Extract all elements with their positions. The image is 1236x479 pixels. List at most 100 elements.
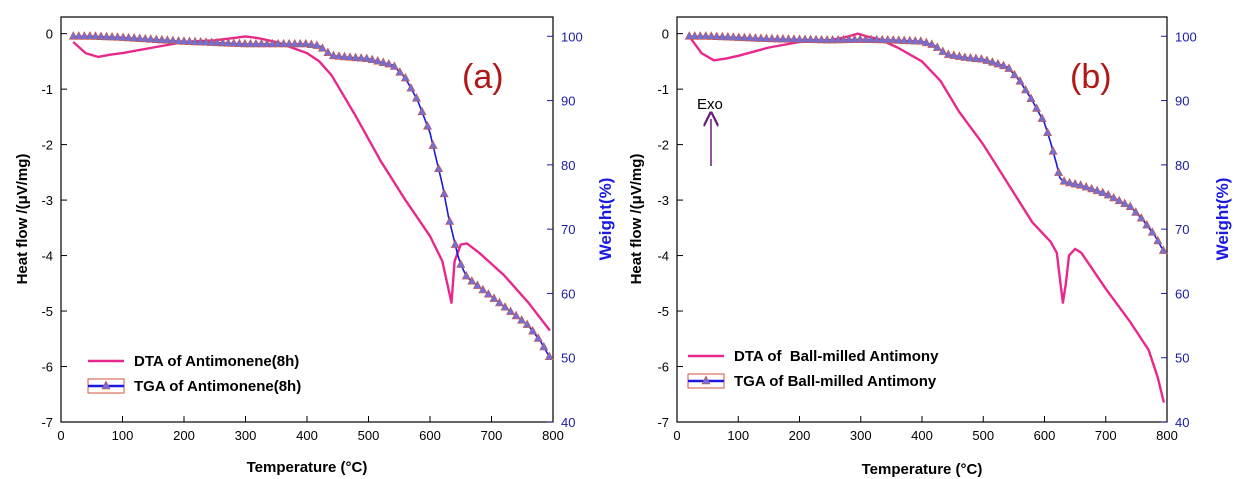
tga-data-point <box>817 34 827 44</box>
x-tick-label: 700 <box>1095 428 1117 443</box>
x-axis-label: Temperature (°C) <box>247 459 368 476</box>
y-axis-label: Heat flow /(μV/mg) <box>14 154 31 285</box>
x-axis-label: Temperature (°C) <box>862 461 983 478</box>
tga-data-point <box>1098 187 1108 197</box>
tga-data-point <box>218 37 228 47</box>
tga-data-point <box>695 31 705 40</box>
x-tick-label: 400 <box>911 428 933 443</box>
x-tick-label: 300 <box>235 428 257 443</box>
tga-data-point <box>528 326 538 335</box>
tga-data-point <box>877 34 887 44</box>
tga-data-point <box>539 341 549 351</box>
tga-data-point <box>378 57 388 66</box>
y2-tick-label: 50 <box>561 351 575 366</box>
tga-data-point <box>1026 93 1036 102</box>
tga-data-point <box>894 35 904 44</box>
tga-data-point <box>1087 183 1097 193</box>
tga-data-point <box>949 50 959 59</box>
y-tick-label: -7 <box>657 415 669 430</box>
tga-data-point <box>317 43 327 52</box>
y-tick-label: -3 <box>657 193 669 208</box>
tga-data-point <box>185 36 195 45</box>
tga-data-point <box>910 36 920 45</box>
tga-data-point <box>1158 245 1168 254</box>
tga-data-point <box>1009 69 1019 79</box>
tga-data-point <box>201 37 211 46</box>
tga-data-point <box>340 51 350 61</box>
tga-data-point <box>328 50 338 60</box>
tga-data-point <box>151 34 161 43</box>
y-tick-label: -6 <box>657 360 669 375</box>
tga-data-point <box>1076 180 1086 189</box>
tga-data-point <box>927 39 937 48</box>
tga-data-point <box>140 33 150 43</box>
tga-data-point <box>234 38 244 48</box>
tga-data-point <box>279 38 289 48</box>
tga-data-point <box>533 333 543 342</box>
tga-data-point <box>750 33 760 42</box>
tga-data-point <box>411 93 421 102</box>
tga-data-point <box>135 33 145 42</box>
x-tick-label: 0 <box>57 428 64 443</box>
y2-tick-label: 50 <box>1175 351 1189 366</box>
tga-data-point <box>351 52 361 62</box>
tga-data-point <box>745 32 755 42</box>
tga-data-point <box>1147 227 1157 236</box>
tga-data-point <box>245 38 255 48</box>
tga-data-point <box>861 34 871 43</box>
tga-data-point <box>987 57 997 66</box>
tga-data-point <box>965 52 975 62</box>
tga-data-point <box>461 270 471 280</box>
tga-data-point <box>162 35 172 44</box>
tga-data-point <box>1015 76 1025 85</box>
tga-data-point <box>872 34 882 44</box>
tga-data-point <box>932 42 942 51</box>
tga-data-point <box>223 38 233 47</box>
tga-data-point <box>795 34 804 43</box>
tga-data-point <box>756 33 766 42</box>
tga-data-point <box>976 54 986 63</box>
tga-data-point <box>806 34 816 44</box>
tga-data-point <box>439 188 449 198</box>
tga-data-point <box>107 31 117 41</box>
tga-data-point <box>472 280 482 289</box>
tga-data-point <box>423 121 433 130</box>
tga-data-point <box>728 32 738 41</box>
tga-data-point <box>1004 63 1014 72</box>
tga-data-point <box>373 56 383 65</box>
tga-data-point <box>717 31 727 41</box>
tga-data-point <box>306 39 316 48</box>
tga-data-point <box>362 53 372 62</box>
tga-data-point <box>207 37 217 46</box>
tga-data-point <box>1032 103 1042 112</box>
tga-data-point <box>190 36 200 46</box>
y2-tick-label: 90 <box>561 94 575 109</box>
tga-data-point <box>284 38 294 48</box>
y-tick-label: -4 <box>41 249 53 264</box>
tga-data-point <box>1021 84 1031 94</box>
tga-data-point <box>833 34 843 44</box>
dta-series-line <box>688 32 1166 403</box>
tga-data-point <box>822 34 832 44</box>
x-tick-label: 100 <box>727 428 749 443</box>
tga-data-point <box>517 315 527 324</box>
tga-data-point <box>367 54 377 64</box>
y-tick-label: -2 <box>657 138 669 153</box>
tga-data-point <box>1092 185 1102 195</box>
y2-tick-label: 100 <box>1175 29 1197 44</box>
x-tick-label: 800 <box>542 428 564 443</box>
tga-data-point <box>179 36 189 45</box>
tga-data-point <box>938 46 948 55</box>
tga-data-point <box>295 38 305 48</box>
tga-data-point <box>761 33 771 43</box>
tga-data-point <box>943 49 953 58</box>
tga-data-point <box>789 34 799 43</box>
y2-axis-label: Weight(%) <box>1213 178 1232 261</box>
tga-data-point <box>79 31 89 40</box>
tga-data-point <box>500 302 510 311</box>
tga-data-point <box>982 55 992 64</box>
tga-data-point <box>334 51 344 60</box>
tga-data-point <box>118 32 128 41</box>
tga-data-point <box>960 52 970 61</box>
tga-data-point <box>478 284 488 294</box>
